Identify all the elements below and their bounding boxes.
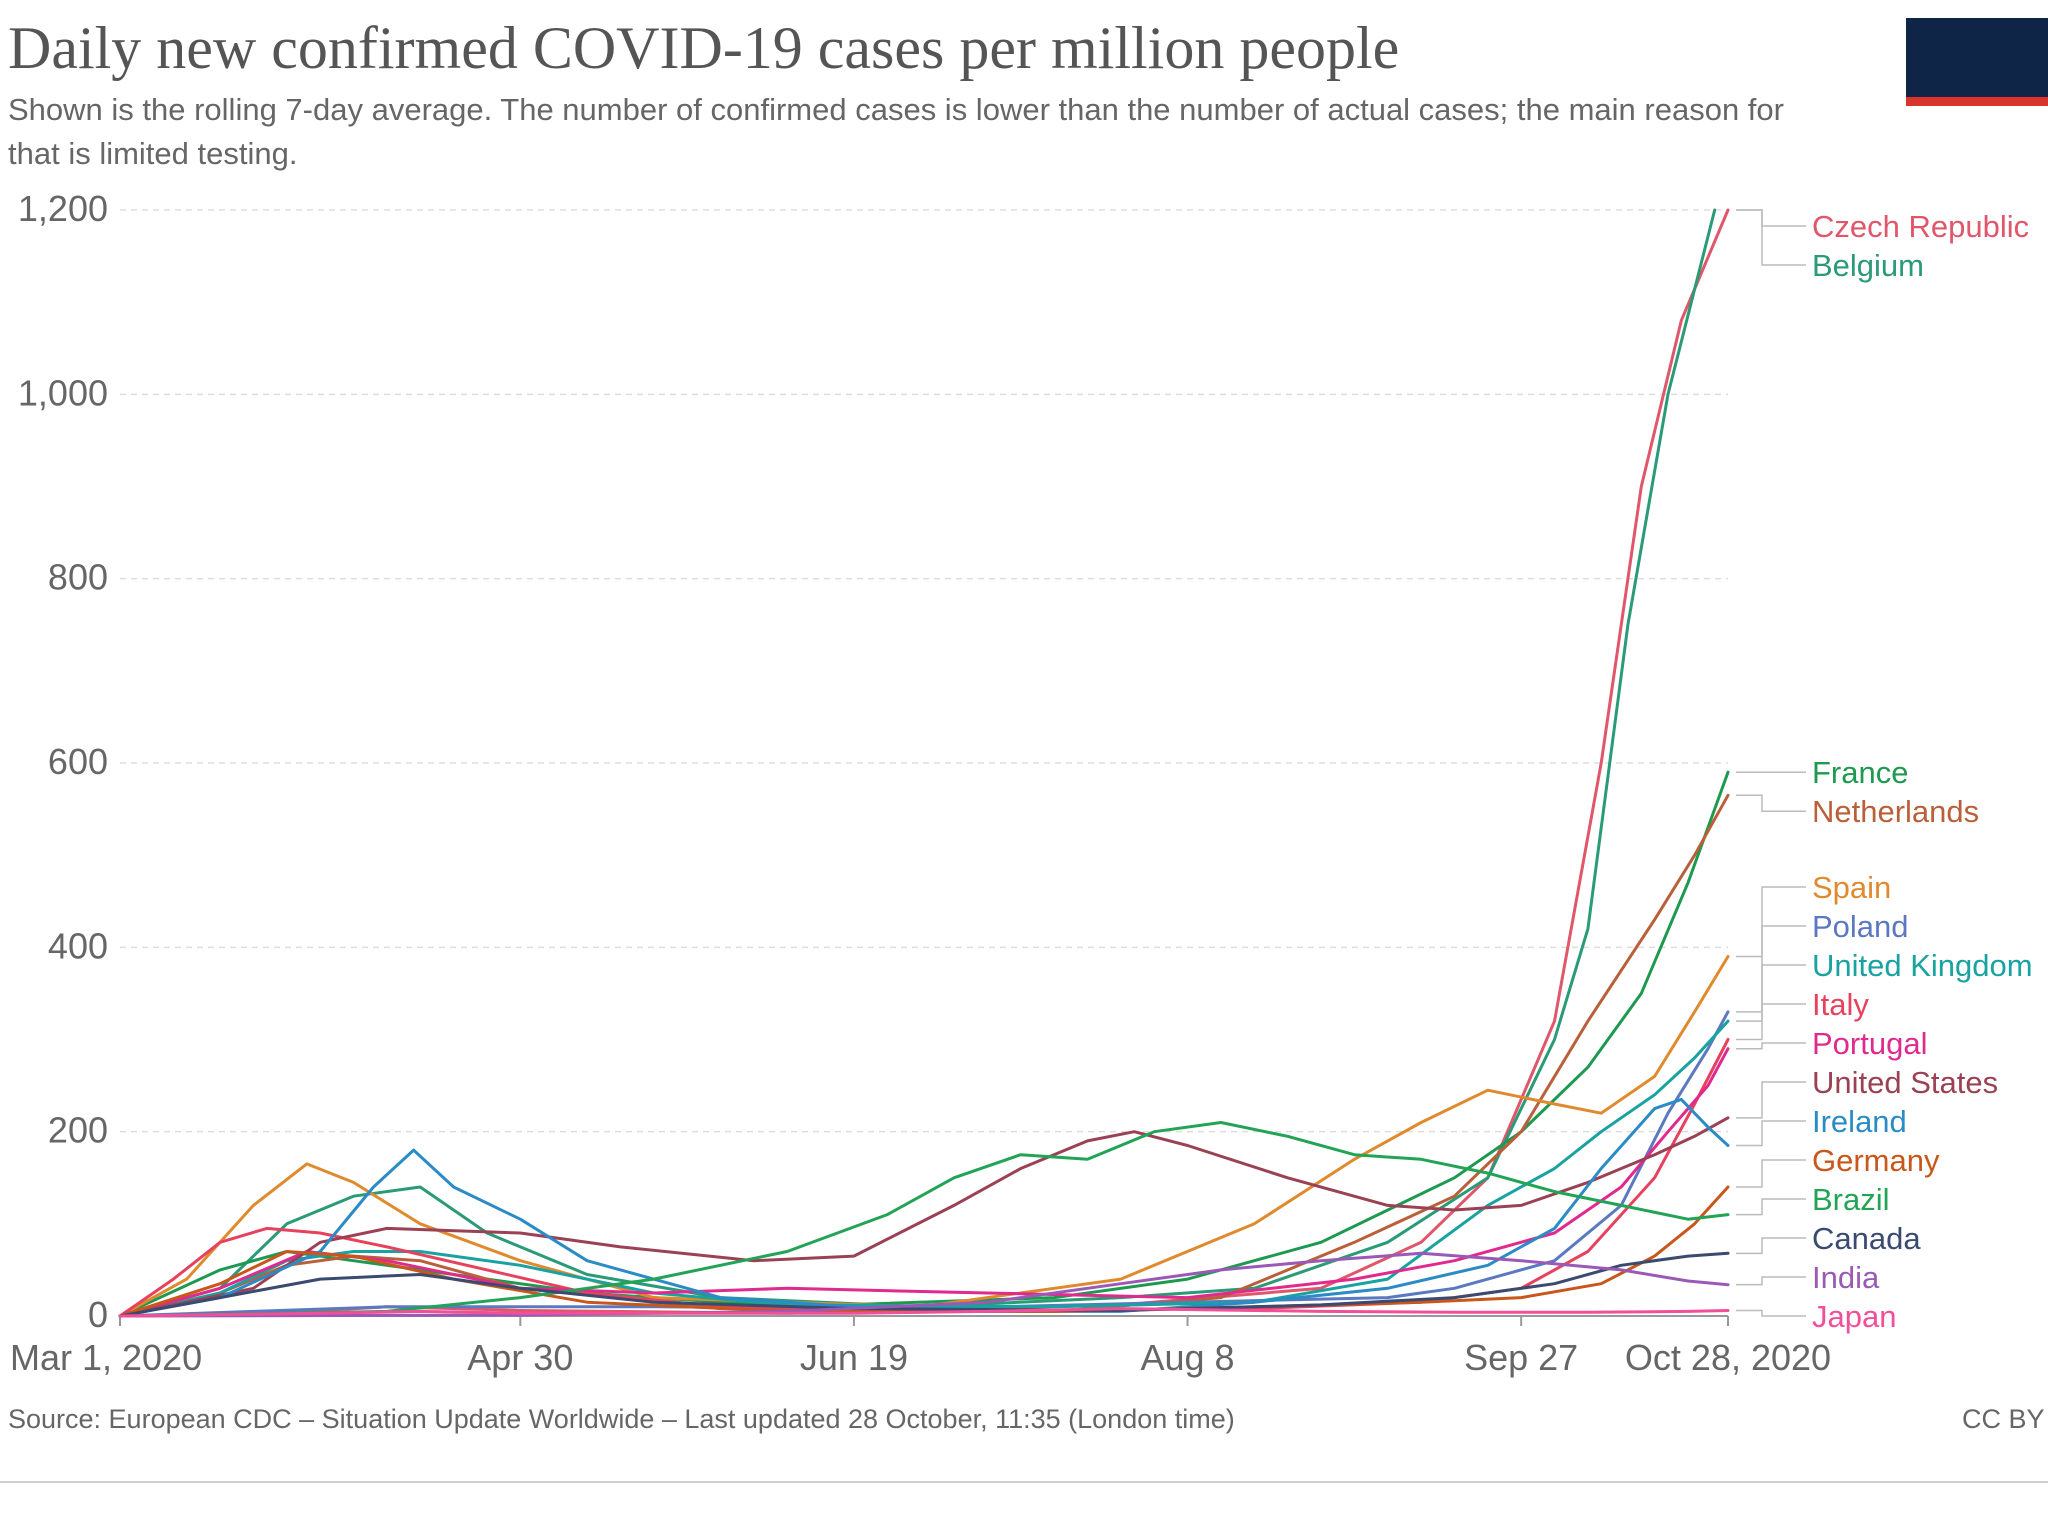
series-line [118,1019,1730,1318]
series-line [118,1121,1730,1318]
series-label[interactable]: Brazil [1812,1182,1890,1217]
label-connector [1736,1042,1806,1050]
gridlines [120,209,1728,1317]
series-label[interactable]: Poland [1812,909,1909,944]
bottom-divider [0,1481,2048,1483]
y-axis-ticks: 0 200 400 600 800 1,000 1,200 [18,188,108,1335]
label-connector [1736,964,1806,1022]
series-lines [118,208,1730,1318]
label-connector [1736,1309,1806,1317]
y-tick-label: 0 [88,1294,108,1335]
series-label[interactable]: Czech Republic [1812,209,2029,244]
y-tick-label: 1,000 [18,372,108,413]
series-line [118,793,1730,1318]
x-tick-label: Oct 28, 2020 [1625,1337,1831,1378]
series-line [118,955,1730,1318]
series-line [118,1116,1730,1318]
label-connector [1736,1198,1806,1216]
series-line [118,1038,1730,1318]
license-link[interactable]: CC BY [1962,1404,2045,1434]
series-label[interactable]: Portugal [1812,1026,1927,1061]
line-chart: 0 200 400 600 800 1,000 1,200 Mar 1, 2020 Apr 3… [10,188,2033,1378]
x-axis-ticks: Mar 1, 2020 Apr 30 Jun 19 Aug 8 Sep 27 Oct 28… [10,1316,1831,1378]
series-labels[interactable]: Czech Republic Belgium France Netherlands Sp… [1736,209,2033,1334]
series-label[interactable]: Spain [1812,870,1891,905]
chart-subtitle: Shown is the rolling 7-day average. The … [8,92,1784,171]
series-label[interactable]: Japan [1812,1299,1896,1334]
chart-title: Daily new confirmed COVID-19 cases per m… [8,15,1400,81]
y-tick-label: 400 [48,925,108,966]
label-connector [1736,794,1806,812]
y-tick-label: 200 [48,1110,108,1151]
series-label[interactable]: Netherlands [1812,794,1979,829]
label-connector [1736,1081,1806,1119]
label-connector [1736,1276,1806,1286]
series-label[interactable]: United Kingdom [1812,948,2033,983]
source-note: Source: European CDC – Situation Update … [8,1404,1235,1434]
series-line [118,1307,1730,1318]
series-line [118,1010,1730,1318]
label-connector [1736,1159,1806,1188]
series-label[interactable]: India [1812,1260,1880,1295]
label-connector [1736,209,1806,227]
x-tick-label: Apr 30 [467,1337,573,1378]
label-connector [1736,925,1806,1013]
series-line [118,208,1717,1318]
label-connector [1736,1003,1806,1041]
label-connector [1736,209,1806,266]
series-label[interactable]: France [1812,755,1908,790]
series-label[interactable]: Ireland [1812,1104,1907,1139]
x-tick-label: Jun 19 [800,1337,908,1378]
owid-logo[interactable] [1906,18,2048,106]
y-tick-label: 600 [48,741,108,782]
series-label[interactable]: United States [1812,1065,1998,1100]
y-tick-label: 800 [48,557,108,598]
series-label[interactable]: Belgium [1812,248,1924,283]
label-connector [1736,1237,1806,1255]
x-tick-label: Sep 27 [1464,1337,1578,1378]
series-label[interactable]: Germany [1812,1143,1940,1178]
label-connector [1736,886,1806,958]
x-tick-label: Aug 8 [1141,1337,1235,1378]
series-label[interactable]: Canada [1812,1221,1921,1256]
x-tick-label: Mar 1, 2020 [10,1337,202,1378]
label-connector [1736,1120,1806,1147]
y-tick-label: 1,200 [18,188,108,229]
series-label[interactable]: Italy [1812,987,1869,1022]
